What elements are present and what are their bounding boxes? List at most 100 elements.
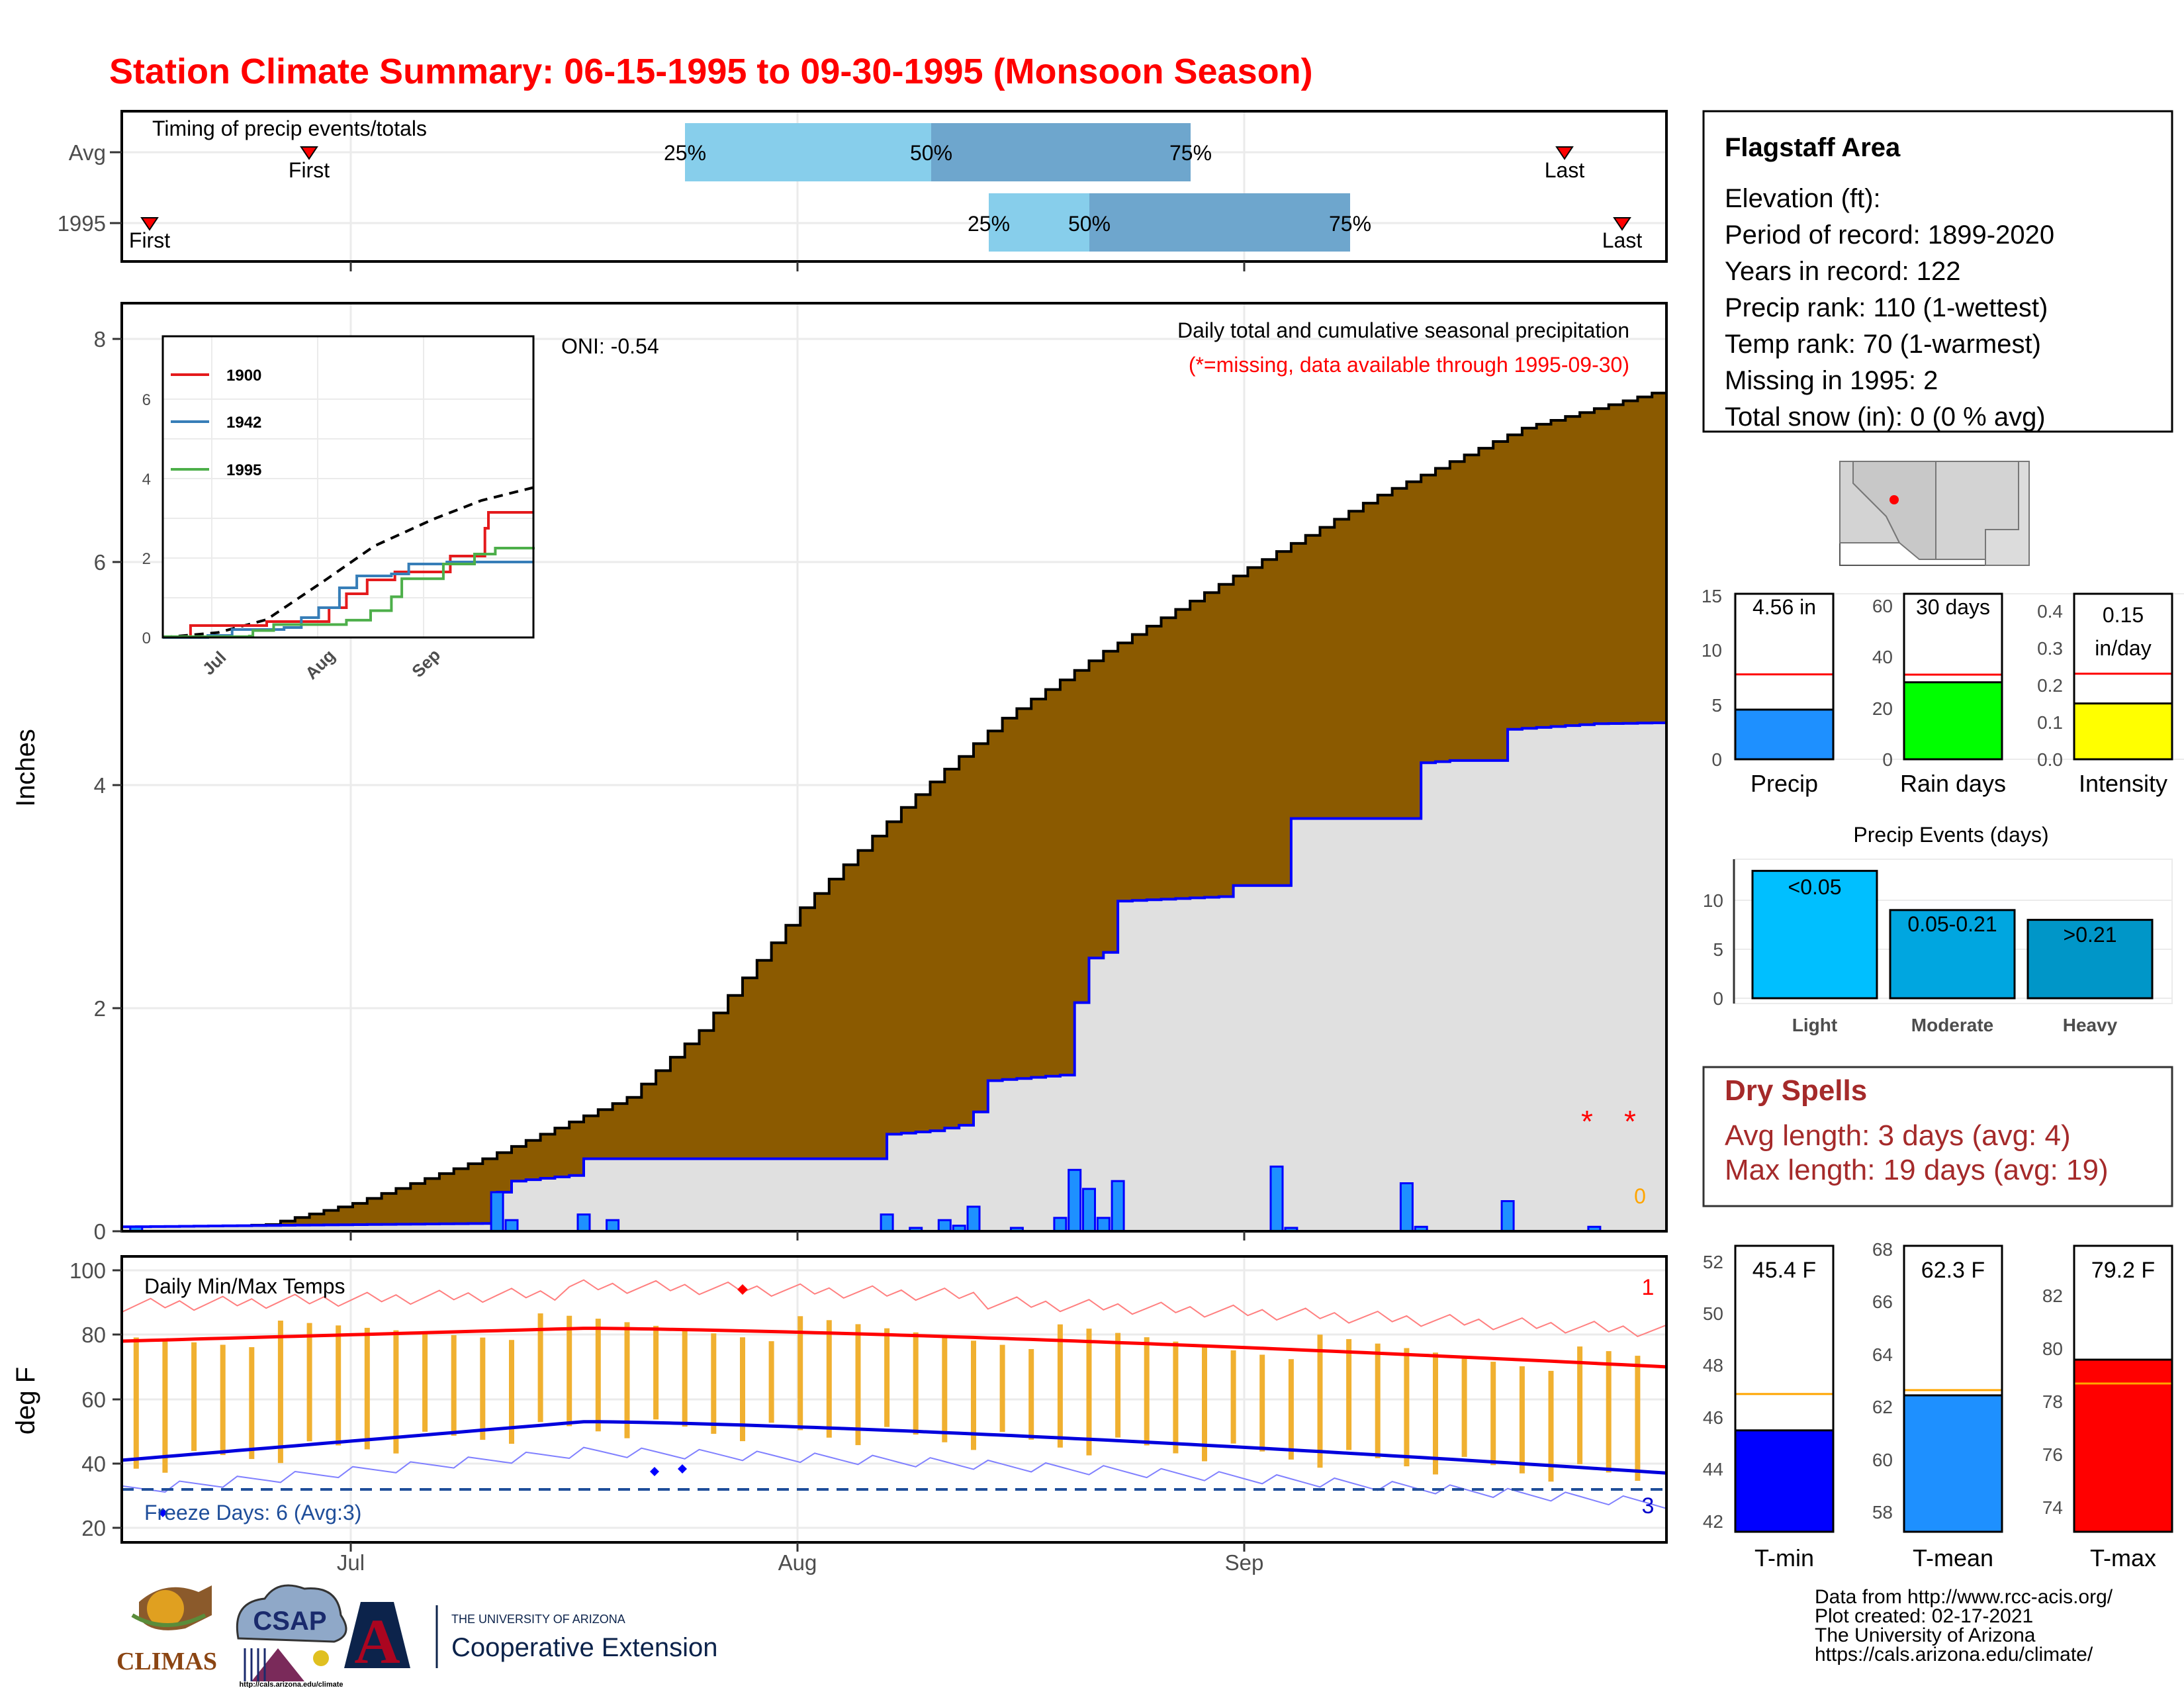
tmax-axis-74: 74 xyxy=(2042,1497,2063,1518)
tmin-axis-48: 48 xyxy=(1703,1355,1723,1376)
mini-axis2-t60: 60 xyxy=(1872,596,1893,616)
record-low-marker-1 xyxy=(650,1467,659,1476)
daily-temp-bar xyxy=(999,1344,1005,1432)
dry-spells-box: Dry Spells Avg length: 3 days (avg: 4) M… xyxy=(1702,1066,2173,1207)
daily-precip-bar xyxy=(937,1219,952,1233)
station-info-box: Flagstaff Area Elevation (ft): Period of… xyxy=(1702,110,2173,433)
daily-temp-bar xyxy=(220,1344,226,1456)
temp-bar-tmean xyxy=(1903,1394,2003,1533)
pct-label-avg-75: 75% xyxy=(1169,141,1212,165)
temp-ytick-40: 40 xyxy=(81,1452,106,1476)
page-title: Station Climate Summary: 06-15-1995 to 0… xyxy=(109,52,1313,91)
daily-temp-bar xyxy=(1404,1348,1410,1467)
max-record-count: 1 xyxy=(1642,1275,1655,1300)
temp-xtick-jul: Jul xyxy=(337,1550,365,1575)
inset-ytick-4: 4 xyxy=(142,471,151,489)
ua-small-text: THE UNIVERSITY OF ARIZONA xyxy=(451,1613,625,1626)
mini-axis1-t15: 15 xyxy=(1702,586,1722,606)
daily-temp-bar xyxy=(855,1324,861,1446)
record-high-marker xyxy=(737,1284,748,1295)
daily-temp-bar xyxy=(162,1340,168,1473)
tmean-axis-58: 58 xyxy=(1872,1502,1893,1523)
inset-legend-1942: 1942 xyxy=(226,414,261,432)
station-location-dot xyxy=(1889,495,1899,504)
footer-credits: Data from http://www.rcc-acis.org/ Plot … xyxy=(1815,1586,2113,1665)
mini-label-raindays: Rain days xyxy=(1900,770,2006,797)
last-marker-avg xyxy=(1555,146,1574,160)
observed-cumulative-area xyxy=(120,722,1668,1233)
mini-label-precip: Precip xyxy=(1751,770,1818,797)
temp-chart-title: Daily Min/Max Temps xyxy=(144,1274,345,1298)
daily-temp-bar xyxy=(1375,1343,1381,1458)
timing-panel: Timing of precip events/totals Avg 1995 … xyxy=(58,110,1668,271)
csap-url: http://cals.arizona.edu/climate xyxy=(239,1681,343,1688)
pct-label-avg-25: 25% xyxy=(664,141,706,165)
timing-bar-1995-q2 xyxy=(1089,193,1350,252)
events-bar-moderate xyxy=(1889,909,2016,1000)
footer-line-4: https://cals.arizona.edu/climate/ xyxy=(1815,1644,2093,1665)
temp-value-tmax: 79.2 F xyxy=(2091,1258,2155,1283)
tmin-axis-50: 50 xyxy=(1703,1303,1723,1324)
daily-temp-bar xyxy=(191,1342,197,1451)
daily-precip-bar xyxy=(504,1219,519,1233)
daily-temp-bar xyxy=(826,1320,832,1438)
daily-temp-bar xyxy=(1202,1346,1207,1462)
mini-value-intensity-unit: in/day xyxy=(2095,636,2151,660)
climas-logo: CLIMAS xyxy=(116,1585,217,1675)
mini-axis2-t20: 20 xyxy=(1872,698,1893,719)
daily-temp-bar xyxy=(1230,1350,1236,1444)
precip-events-chart: Precip Events (days) <0.05 0.05-0.21 >0.… xyxy=(1703,823,2173,1035)
station-line-period: Period of record: 1899-2020 xyxy=(1725,220,2054,250)
daily-precip-bar xyxy=(1500,1200,1515,1233)
daily-temp-bar xyxy=(306,1323,312,1442)
station-line-temp-rank: Temp rank: 70 (1-warmest) xyxy=(1725,330,2041,359)
mini-value-raindays: 30 days xyxy=(1916,595,1990,619)
timing-bar-avg-q2 xyxy=(931,123,1191,181)
tmin-axis-46: 46 xyxy=(1703,1407,1723,1428)
tmax-avg-line xyxy=(121,1327,1667,1369)
daily-temp-bar xyxy=(913,1332,919,1435)
first-marker-avg xyxy=(300,146,318,160)
mini-axis1-t5: 5 xyxy=(1711,695,1722,716)
inset-chart: 1900 1942 1995 0 2 4 6 Jul Aug Sep xyxy=(142,335,535,683)
timing-title: Timing of precip events/totals xyxy=(152,117,427,140)
first-label-1995: First xyxy=(129,228,170,252)
inset-1900-line xyxy=(163,511,533,639)
mini-axis3-t0: 0.0 xyxy=(2037,749,2063,770)
temp-value-tmean: 62.3 F xyxy=(1921,1258,1985,1283)
dry-spells-avg: Avg length: 3 days (avg: 4) xyxy=(1725,1119,2071,1152)
tmean-axis-62: 62 xyxy=(1872,1397,1893,1417)
temp-label-tmin: T-min xyxy=(1754,1544,1814,1571)
csap-text: CSAP xyxy=(253,1607,326,1636)
mini-bar-precip xyxy=(1734,708,1835,761)
daily-temp-bar xyxy=(1606,1351,1612,1473)
inset-ytick-2: 2 xyxy=(142,550,151,568)
daily-temp-bar xyxy=(624,1322,630,1438)
daily-precip-bar xyxy=(1082,1188,1096,1233)
station-name: Flagstaff Area xyxy=(1725,133,1901,162)
inset-ytick-0: 0 xyxy=(142,630,151,647)
events-ytick-5: 5 xyxy=(1713,939,1723,960)
precip-chart-title: Daily total and cumulative seasonal prec… xyxy=(1177,318,1629,342)
events-bar-light xyxy=(1751,870,1878,1000)
daily-temp-bar xyxy=(653,1325,659,1420)
daily-temp-bar xyxy=(422,1333,428,1432)
tmin-axis-44: 44 xyxy=(1703,1459,1723,1479)
mini-bar-intensity-group: 0.15 in/day Intensity 0.0 0.1 0.2 0.3 0.… xyxy=(2037,592,2173,797)
daily-precip-bar xyxy=(880,1213,894,1233)
daily-temp-bar xyxy=(1635,1356,1641,1481)
timing-row-label-1995: 1995 xyxy=(58,211,106,236)
mini-axis1-t0: 0 xyxy=(1711,749,1722,770)
precip-chart-subtitle: (*=missing, data available through 1995-… xyxy=(1189,353,1629,377)
min-record-count: 3 xyxy=(1642,1493,1655,1519)
daily-temp-bar xyxy=(768,1341,774,1423)
climas-text: CLIMAS xyxy=(116,1648,217,1675)
events-ytick-10: 10 xyxy=(1703,890,1723,911)
daily-temp-bar xyxy=(393,1330,399,1454)
tmin-axis-42: 42 xyxy=(1703,1511,1723,1532)
daily-temp-bar xyxy=(1433,1352,1438,1475)
daily-temp-bar xyxy=(971,1340,976,1450)
daily-temp-bars xyxy=(133,1313,1641,1482)
daily-temp-bar xyxy=(1259,1354,1265,1452)
mini-axis3-t3: 0.3 xyxy=(2037,638,2063,659)
